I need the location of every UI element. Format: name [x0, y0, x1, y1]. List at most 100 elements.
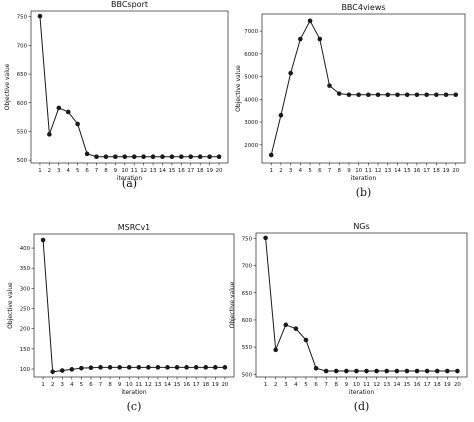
data-point [131, 154, 137, 159]
y-tick-label: 350 [20, 266, 31, 272]
data-point [50, 369, 55, 375]
data-point [434, 368, 440, 374]
y-tick-label: 600 [17, 101, 28, 107]
x-tick-label: 12 [145, 382, 152, 388]
x-tick-label: 19 [212, 382, 219, 388]
data-point [434, 92, 439, 98]
data-point [374, 368, 379, 374]
x-tick-label: 8 [335, 382, 339, 388]
y-tick-label: 500 [17, 158, 28, 164]
data-point [404, 368, 410, 374]
x-tick-label: 3 [61, 382, 64, 388]
x-tick-label: 15 [174, 382, 181, 388]
x-tick-label: 13 [384, 168, 391, 174]
x-tick-label: 8 [337, 168, 341, 174]
data-point [37, 13, 43, 19]
series-line [265, 237, 458, 372]
x-tick-label: 14 [159, 168, 166, 174]
data-point [375, 92, 381, 98]
data-point [141, 154, 146, 159]
x-tick-label: 7 [99, 382, 102, 388]
data-point [424, 368, 430, 374]
data-point [126, 365, 132, 370]
x-tick-label: 1 [38, 168, 41, 174]
x-tick-label: 8 [108, 382, 112, 388]
x-tick-label: 11 [131, 168, 138, 174]
x-tick-label: 18 [434, 382, 441, 388]
x-tick-label: 10 [353, 382, 360, 388]
y-tick-label: 4000 [244, 97, 258, 103]
x-tick-label: 15 [168, 168, 175, 174]
y-axis-label: Objective value [235, 65, 242, 112]
x-tick-label: 17 [187, 168, 194, 174]
y-tick-label: 700 [242, 264, 253, 270]
y-tick-label: 550 [242, 345, 253, 351]
data-point [222, 365, 228, 370]
y-tick-label: 3000 [244, 120, 258, 126]
x-tick-label: 4 [294, 382, 298, 388]
series-line [270, 19, 456, 156]
data-point [197, 154, 203, 159]
data-point [122, 154, 128, 159]
x-tick-label: 10 [126, 382, 133, 388]
x-tick-label: 7 [324, 382, 327, 388]
data-point [184, 365, 189, 370]
y-tick-label: 150 [20, 347, 31, 353]
x-tick-label: 3 [57, 168, 60, 174]
x-tick-label: 1 [264, 382, 267, 388]
data-point [288, 70, 293, 76]
x-tick-label: 9 [114, 168, 118, 174]
data-point [385, 92, 391, 98]
y-tick-label: 300 [20, 286, 31, 292]
data-point [453, 92, 459, 98]
x-tick-label: 6 [89, 382, 93, 388]
x-tick-label: 20 [216, 168, 223, 174]
x-tick-label: 4 [299, 168, 303, 174]
x-tick-label: 14 [393, 382, 400, 388]
x-tick-label: 20 [452, 168, 459, 174]
data-point [193, 365, 199, 370]
y-tick-label: 6000 [244, 52, 258, 58]
data-point [384, 368, 390, 374]
data-point [98, 365, 103, 370]
plot-frame [255, 232, 468, 378]
x-axis-label: iteration [117, 175, 143, 182]
data-point [307, 18, 313, 24]
data-point [414, 368, 420, 374]
data-point [344, 368, 349, 374]
x-tick-label: 15 [404, 168, 411, 174]
y-tick-label: 100 [20, 367, 31, 373]
x-tick-label: 16 [183, 382, 190, 388]
panel-label: (a) [122, 177, 137, 190]
y-tick-label: 7000 [244, 29, 258, 35]
x-tick-label: 1 [270, 168, 273, 174]
data-point [366, 92, 371, 98]
data-point [356, 92, 361, 98]
data-point [303, 337, 309, 343]
y-tick-label: 500 [242, 372, 253, 378]
data-point [395, 92, 400, 98]
x-tick-label: 5 [304, 382, 307, 388]
data-point [455, 368, 460, 374]
x-tick-label: 12 [375, 168, 382, 174]
data-point [79, 365, 84, 371]
x-axis-label: iteration [121, 389, 147, 396]
data-point [273, 347, 278, 353]
y-tick-label: 2000 [244, 143, 258, 149]
x-tick-label: 4 [67, 168, 71, 174]
data-point [113, 154, 118, 159]
x-tick-label: 4 [70, 382, 74, 388]
plot-frame [261, 13, 466, 164]
x-tick-label: 8 [104, 168, 108, 174]
x-tick-label: 18 [433, 168, 440, 174]
y-axis-label: Objective value [7, 282, 14, 329]
data-point [150, 154, 156, 159]
data-point [117, 365, 122, 370]
data-point [313, 366, 319, 371]
data-point [268, 152, 274, 158]
x-tick-label: 18 [202, 382, 209, 388]
x-tick-label: 9 [345, 382, 349, 388]
x-tick-label: 19 [444, 382, 451, 388]
